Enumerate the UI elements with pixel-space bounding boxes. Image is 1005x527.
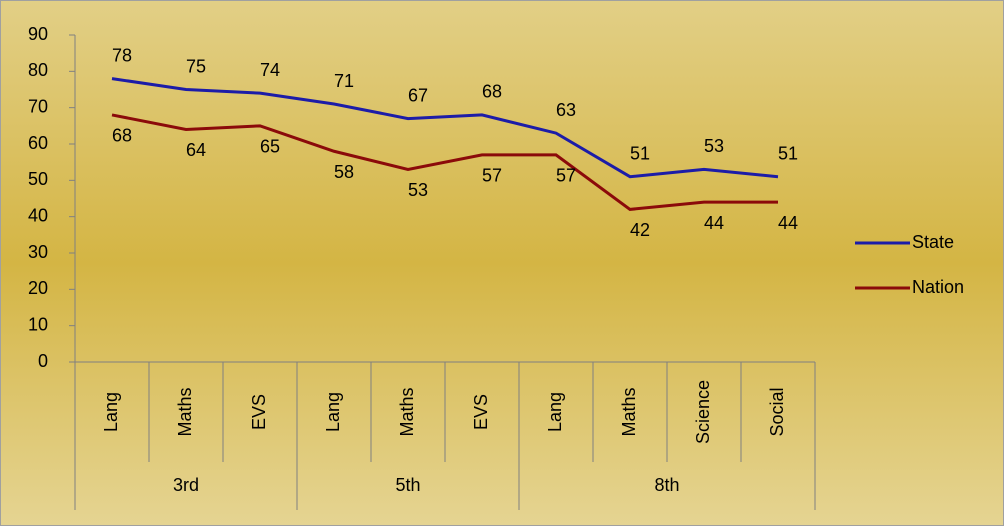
x-tick-label: Lang [545, 392, 565, 432]
series-line [111, 77, 779, 179]
x-tick-label: Maths [175, 387, 195, 436]
x-tick-label: Maths [619, 387, 639, 436]
data-label: 74 [260, 60, 280, 80]
data-label: 57 [482, 166, 502, 186]
x-tick-label: EVS [249, 394, 269, 430]
legend-label: State [912, 232, 954, 252]
data-label: 53 [704, 136, 724, 156]
y-tick-label: 30 [28, 242, 48, 262]
data-label: 75 [186, 56, 206, 76]
data-label: 64 [186, 140, 206, 160]
x-tick-label: Lang [323, 392, 343, 432]
data-label: 44 [778, 213, 798, 233]
data-label: 51 [778, 143, 798, 163]
y-tick-label: 50 [28, 169, 48, 189]
data-label: 63 [556, 100, 576, 120]
data-label: 42 [630, 220, 650, 240]
data-label: 44 [704, 213, 724, 233]
y-tick-label: 60 [28, 133, 48, 153]
x-tick-label: Maths [397, 387, 417, 436]
data-label: 67 [408, 85, 428, 105]
y-tick-label: 40 [28, 205, 48, 225]
group-label: 3rd [173, 475, 199, 495]
group-label: 8th [654, 475, 679, 495]
data-label: 71 [334, 71, 354, 91]
x-tick-label: Lang [101, 392, 121, 432]
group-label: 5th [395, 475, 420, 495]
y-tick-label: 70 [28, 96, 48, 116]
data-label: 51 [630, 143, 650, 163]
y-tick-label: 20 [28, 278, 48, 298]
x-tick-label: Science [693, 380, 713, 444]
data-label: 58 [334, 162, 354, 182]
y-tick-label: 10 [28, 314, 48, 334]
data-label: 65 [260, 137, 280, 157]
data-label: 57 [556, 166, 576, 186]
y-tick-label: 90 [28, 24, 48, 44]
legend-label: Nation [912, 277, 964, 297]
x-tick-label: Social [767, 387, 787, 436]
data-label: 68 [112, 126, 132, 146]
y-tick-label: 0 [38, 351, 48, 371]
x-tick-label: EVS [471, 394, 491, 430]
data-label: 53 [408, 180, 428, 200]
y-tick-label: 80 [28, 60, 48, 80]
data-label: 68 [482, 82, 502, 102]
series-line [111, 113, 778, 211]
data-label: 78 [112, 45, 132, 65]
